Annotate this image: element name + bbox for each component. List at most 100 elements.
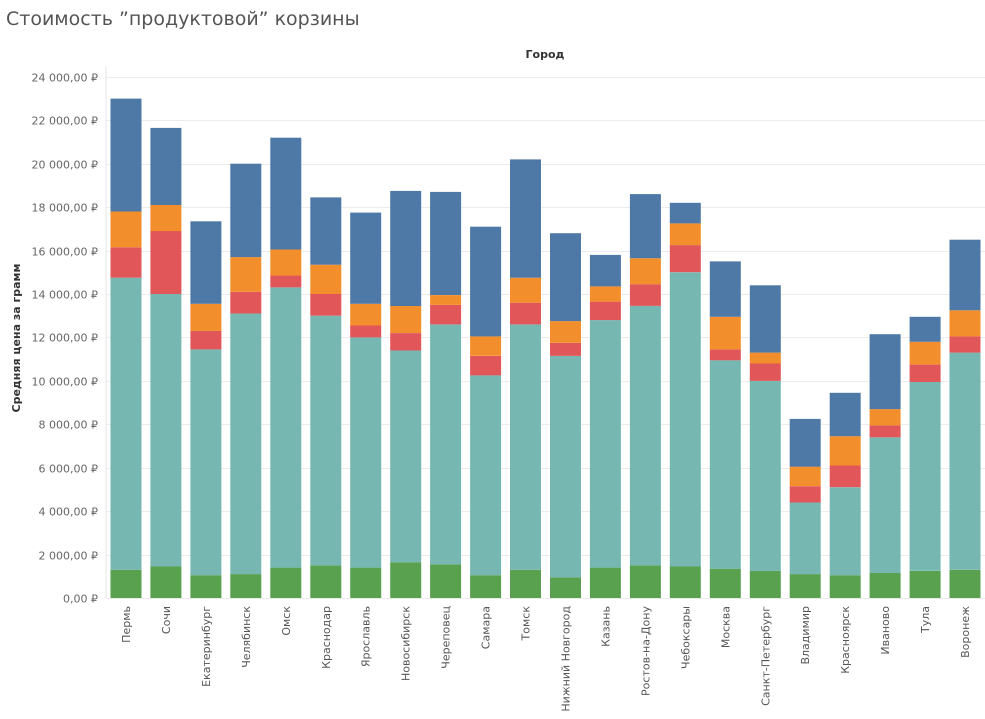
bar-segment: [709, 261, 741, 317]
y-tick-label: 10 000,00 ₽: [32, 376, 98, 389]
bar-segment: [270, 137, 302, 250]
x-tick-label: Москва: [719, 606, 732, 648]
bar-segment: [869, 334, 901, 410]
bar-segment: [949, 336, 981, 353]
bar-segment: [669, 202, 701, 224]
x-tick-label: Самара: [480, 606, 493, 649]
bar-segment: [430, 564, 462, 598]
bar-segment: [909, 341, 941, 365]
bar-segment: [749, 285, 781, 353]
bar-segment: [869, 437, 901, 573]
bar-segment: [550, 321, 581, 343]
bar-segment: [589, 254, 621, 287]
bar-segment: [949, 352, 981, 570]
bar-segment: [510, 569, 541, 598]
bar-segment: [869, 573, 901, 598]
bar-segment: [829, 487, 861, 576]
y-tick-label: 2 000,00 ₽: [39, 550, 98, 563]
bar-segment: [829, 465, 861, 488]
bar-segment: [150, 127, 182, 205]
x-tick-label: Череповец: [440, 606, 453, 669]
bar-segment: [110, 569, 142, 598]
bar-segment: [390, 562, 422, 598]
bar-segment: [270, 287, 302, 568]
bar-segment: [310, 565, 342, 598]
bar-segment: [909, 316, 941, 342]
bar-segment: [470, 375, 502, 576]
y-tick-label: 20 000,00 ₽: [32, 159, 98, 172]
bar-segment: [629, 194, 661, 259]
bar-segment: [869, 425, 901, 438]
bar-segment: [310, 197, 342, 265]
x-tick-label: Екатеринбург: [200, 606, 213, 687]
column-header: Город: [526, 48, 565, 61]
bar-segment: [190, 575, 222, 598]
bar-segment: [230, 291, 262, 314]
x-tick-label: Краснодар: [320, 606, 333, 669]
x-axis: Пермь Сочи Екатеринбург Челябинск Омск Красно…: [120, 606, 972, 712]
bar-segment: [390, 190, 422, 306]
bar-segment: [669, 272, 701, 567]
bar-segment: [470, 575, 502, 598]
y-tick-label: 6 000,00 ₽: [39, 463, 98, 476]
bar-segment: [350, 212, 382, 304]
bar-segment: [390, 333, 422, 351]
bar-segment: [589, 320, 621, 568]
bar-segment: [629, 565, 661, 598]
x-tick-label: Омск: [280, 606, 293, 636]
bar-segment: [709, 349, 741, 361]
bar-segment: [510, 277, 541, 303]
y-tick-label: 14 000,00 ₽: [32, 289, 98, 302]
bar-segment: [949, 239, 981, 311]
bar-segment: [430, 304, 462, 325]
bar-segment: [589, 301, 621, 321]
bar-segment: [589, 567, 621, 598]
x-tick-label: Ярославль: [360, 606, 373, 667]
bar-segment: [310, 315, 342, 566]
bar-segment: [470, 355, 502, 376]
y-tick-label: 24 000,00 ₽: [32, 72, 98, 85]
bar-segment: [110, 247, 142, 278]
bar-segment: [909, 570, 941, 598]
bar-segment: [230, 257, 262, 292]
bar-segment: [270, 275, 302, 288]
bar-segment: [390, 305, 422, 333]
x-tick-label: Чебоксары: [679, 606, 692, 669]
y-tick-label: 8 000,00 ₽: [39, 419, 98, 432]
bar-segment: [110, 98, 142, 212]
bar-segment: [789, 574, 821, 598]
bar-segment: [310, 294, 342, 316]
x-tick-label: Нижний Новгород: [559, 606, 572, 712]
bar-segment: [150, 294, 182, 567]
bar-segment: [430, 295, 462, 305]
bar-segment: [829, 436, 861, 466]
y-tick-label: 18 000,00 ₽: [32, 202, 98, 215]
bar-segment: [510, 159, 541, 278]
bar-segment: [629, 284, 661, 306]
x-tick-label: Воронеж: [959, 606, 972, 658]
bar-segment: [909, 364, 941, 382]
bar-segment: [270, 249, 302, 276]
x-tick-label: Казань: [599, 606, 612, 647]
bar-segment: [629, 258, 661, 285]
bar-segment: [789, 466, 821, 487]
bar-segment: [190, 221, 222, 304]
bar-segment: [550, 355, 581, 578]
bar-segment: [669, 566, 701, 598]
y-tick-label: 16 000,00 ₽: [32, 246, 98, 259]
bar-segment: [949, 569, 981, 598]
bar-segment: [749, 363, 781, 381]
x-tick-label: Владимир: [799, 606, 812, 665]
bar-segment: [749, 352, 781, 364]
bar-segment: [430, 191, 462, 295]
y-tick-label: 12 000,00 ₽: [32, 332, 98, 345]
x-tick-label: Ростов-на-Дону: [639, 606, 652, 696]
bar-segment: [150, 231, 182, 294]
chart-title: Стоимость ”продуктовой” корзины: [6, 8, 360, 30]
bar-segment: [869, 409, 901, 426]
bar-segment: [190, 330, 222, 350]
bar-segment: [669, 223, 701, 246]
bar-segment: [270, 567, 302, 598]
bar-segment: [350, 303, 382, 326]
